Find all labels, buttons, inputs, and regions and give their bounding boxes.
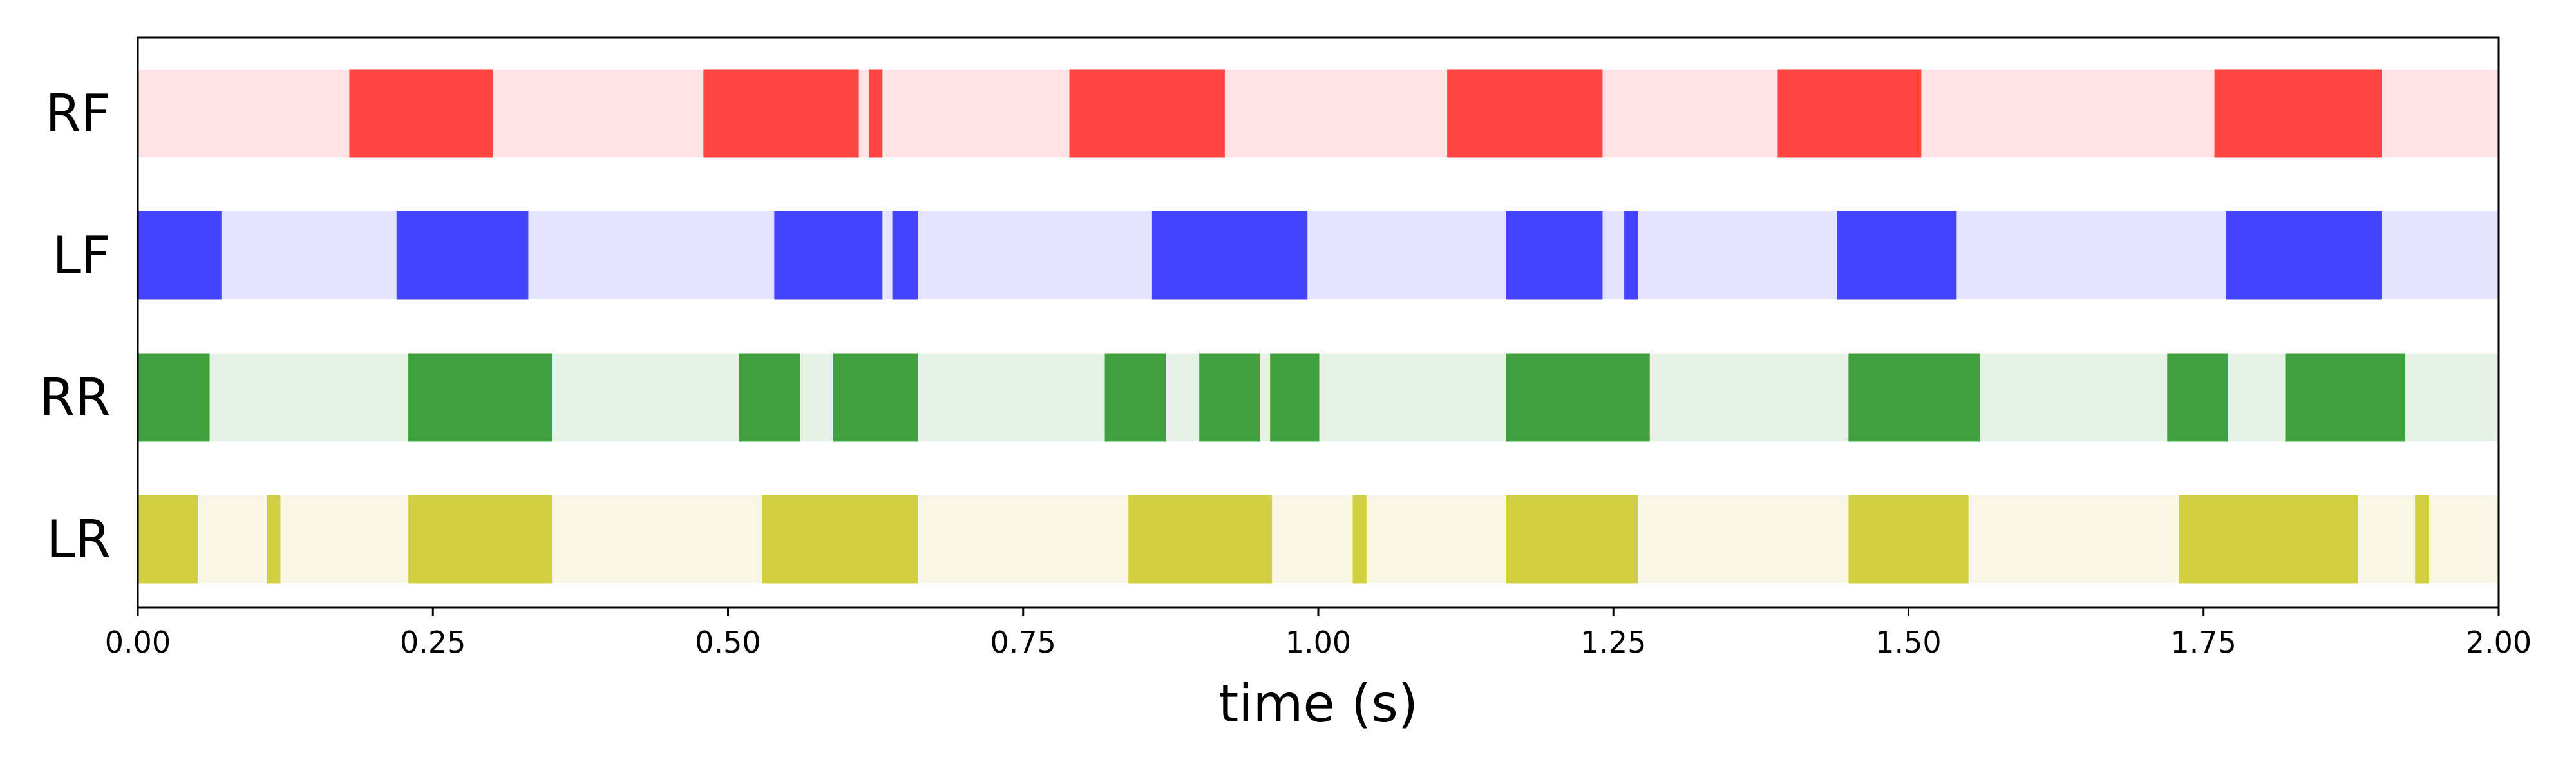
x-tick-label: 1.00 — [1285, 625, 1351, 660]
x-tick-label: 0.00 — [105, 625, 171, 660]
interval-bar-lf-8 — [2226, 211, 2382, 300]
interval-bar-rf-6 — [2214, 69, 2382, 158]
interval-bar-lr-2 — [408, 495, 553, 584]
interval-bar-rr-1 — [408, 353, 553, 442]
x-tick-label: 0.25 — [400, 625, 466, 660]
row-label-rf: RF — [45, 84, 111, 144]
x-axis-title: time (s) — [1218, 674, 1418, 734]
interval-bar-layer — [137, 69, 2429, 584]
x-tick-label: 0.50 — [695, 625, 761, 660]
interval-bar-lr-8 — [2179, 495, 2358, 584]
interval-bar-lr-1 — [267, 495, 281, 584]
row-label-lr: LR — [46, 510, 111, 569]
interval-bar-lf-0 — [137, 211, 222, 300]
interval-bar-lf-2 — [774, 211, 883, 300]
interval-bar-rr-8 — [1848, 353, 1980, 442]
x-tick-label: 1.75 — [2171, 625, 2237, 660]
interval-bar-rr-0 — [137, 353, 210, 442]
interval-bar-rf-2 — [868, 69, 883, 158]
row-label-rr: RR — [39, 368, 111, 428]
interval-bar-lr-4 — [1128, 495, 1273, 584]
interval-bar-rr-9 — [2167, 353, 2228, 442]
interval-bar-lr-9 — [2415, 495, 2429, 584]
x-tick-label: 1.25 — [1580, 625, 1646, 660]
interval-bar-lr-6 — [1506, 495, 1638, 584]
interval-bar-rf-4 — [1447, 69, 1603, 158]
interval-bar-lr-7 — [1848, 495, 1969, 584]
x-tick-layer: 0.00 0.25 0.50 0.75 1.00 1.25 1.50 1.75 2.00 — [105, 607, 2532, 660]
interval-bar-rf-5 — [1777, 69, 1922, 158]
row-band-lf — [137, 211, 2499, 299]
interval-bar-lf-6 — [1624, 211, 1638, 300]
interval-bar-lf-5 — [1506, 211, 1603, 300]
row-band-rf — [137, 70, 2499, 157]
interval-bar-lr-5 — [1352, 495, 1367, 584]
interval-bar-lr-3 — [762, 495, 918, 584]
interval-bar-rr-4 — [1104, 353, 1166, 442]
interval-bar-rr-6 — [1270, 353, 1320, 442]
interval-bar-lf-3 — [892, 211, 918, 300]
x-tick-label: 0.75 — [990, 625, 1056, 660]
row-label-lf: LF — [52, 225, 111, 285]
interval-bar-lf-4 — [1151, 211, 1308, 300]
interval-bar-rr-10 — [2285, 353, 2405, 442]
x-tick-label: 2.00 — [2466, 625, 2532, 660]
interval-bar-rf-0 — [349, 69, 493, 158]
interval-bar-rr-7 — [1506, 353, 1650, 442]
interval-bar-rr-3 — [833, 353, 918, 442]
row-label-layer: RF LF RR LR — [39, 84, 111, 569]
interval-bar-lr-0 — [137, 495, 198, 584]
interval-bar-rr-2 — [739, 353, 800, 442]
interval-bar-lf-7 — [1837, 211, 1957, 300]
interval-bar-rf-1 — [703, 69, 859, 158]
interval-bar-rf-3 — [1069, 69, 1225, 158]
interval-bar-lf-1 — [396, 211, 529, 300]
interval-bar-rr-5 — [1199, 353, 1260, 442]
x-tick-label: 1.50 — [1875, 625, 1941, 660]
